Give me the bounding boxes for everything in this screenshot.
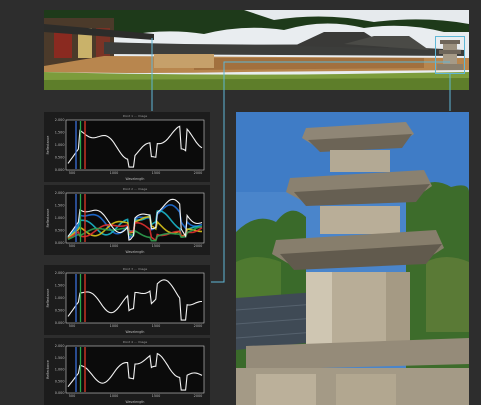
spectrum-line (67, 198, 203, 241)
spectrum-plot-2: Point 2 ... Image 0.000 0.500 1.000 1.500 2.0… (44, 185, 210, 255)
y-tick-label: 0.500 (55, 156, 65, 160)
y-axis-label: Reflectance (46, 209, 50, 228)
x-tick-label: 1500 (152, 244, 161, 248)
spectrum-plot-4: Point 4 ... Image 0.000 0.500 1.000 1.500 2.0… (44, 338, 210, 405)
x-tick-label: 2000 (194, 394, 203, 398)
x-tick-label: 2000 (194, 244, 203, 248)
spectrum-plot-1: Point 1 ... Image 0.000 0.500 1.000 1.500 2.0… (44, 112, 210, 182)
x-axis-label: Wavelength (126, 177, 145, 181)
y-tick-label: 1.500 (55, 284, 65, 288)
y-tick-label: 1.000 (55, 296, 65, 300)
spectrum-series-line (67, 225, 203, 242)
panorama-photo (44, 10, 469, 90)
x-tick-label: 2000 (194, 324, 203, 328)
x-tick-label: 1000 (110, 171, 119, 175)
x-tick-label: 1500 (152, 171, 161, 175)
x-tick-label: 500 (69, 171, 75, 175)
y-tick-label: 0.500 (55, 379, 65, 383)
y-tick-label: 1.000 (55, 368, 65, 372)
plot-title: Point 1 ... Image (123, 114, 148, 118)
y-axis-label: Reflectance (46, 289, 50, 308)
y-tick-label: 0.000 (55, 168, 65, 172)
plot-frame (65, 119, 205, 171)
y-axis-label: Reflectance (46, 136, 50, 155)
x-tick-label: 1000 (110, 394, 119, 398)
y-tick-label: 1.500 (55, 131, 65, 135)
x-tick-label: 1500 (152, 394, 161, 398)
pagoda-illustration (236, 112, 469, 405)
spectrum-plot-2-svg: Point 2 ... Image 0.000 0.500 1.000 1.500 2.0… (46, 187, 205, 254)
y-tick-label: 1.000 (55, 216, 65, 220)
spectrum-plot-1-svg: Point 1 ... Image 0.000 0.500 1.000 1.500 2.0… (46, 114, 205, 181)
spectrum-plot-3: Point 3 ... Image 0.000 0.500 1.000 1.500 2.0… (44, 265, 210, 335)
spectrum-line (67, 279, 202, 321)
y-tick-label: 0.000 (55, 321, 65, 325)
x-tick-label: 1000 (110, 324, 119, 328)
y-tick-label: 2.000 (55, 344, 65, 348)
x-tick-label: 1500 (152, 324, 161, 328)
x-axis-label: Wavelength (126, 330, 145, 334)
y-tick-label: 1.500 (55, 356, 65, 360)
x-tick-label: 500 (69, 394, 75, 398)
x-tick-label: 1000 (110, 244, 119, 248)
plot-frame (65, 345, 205, 394)
panorama-illustration (44, 10, 469, 90)
y-axis-label: Reflectance (46, 360, 50, 379)
y-tick-label: 2.000 (55, 191, 65, 195)
y-tick-label: 2.000 (55, 271, 65, 275)
y-tick-label: 0.000 (55, 241, 65, 245)
x-axis-label: Wavelength (126, 400, 145, 404)
pagoda-closeup-photo (236, 112, 469, 405)
spectrum-line (67, 125, 203, 168)
y-tick-label: 0.500 (55, 229, 65, 233)
x-tick-label: 2000 (194, 171, 203, 175)
spectrum-line (67, 352, 203, 391)
x-tick-label: 500 (69, 324, 75, 328)
y-tick-label: 1.000 (55, 143, 65, 147)
y-tick-label: 0.000 (55, 391, 65, 395)
x-tick-label: 500 (69, 244, 75, 248)
y-tick-label: 2.000 (55, 118, 65, 122)
y-tick-label: 1.500 (55, 204, 65, 208)
plot-title: Point 4 ... Image (123, 340, 148, 344)
x-axis-label: Wavelength (126, 250, 145, 254)
plot-title: Point 2 ... Image (123, 187, 148, 191)
y-tick-label: 0.500 (55, 309, 65, 313)
spectrum-plot-3-svg: Point 3 ... Image 0.000 0.500 1.000 1.500 2.0… (46, 267, 205, 334)
spectrum-plot-4-svg: Point 4 ... Image 0.000 0.500 1.000 1.500 2.0… (46, 340, 205, 404)
pagoda-highlight-box (435, 36, 465, 74)
plot-title: Point 3 ... Image (123, 267, 148, 271)
